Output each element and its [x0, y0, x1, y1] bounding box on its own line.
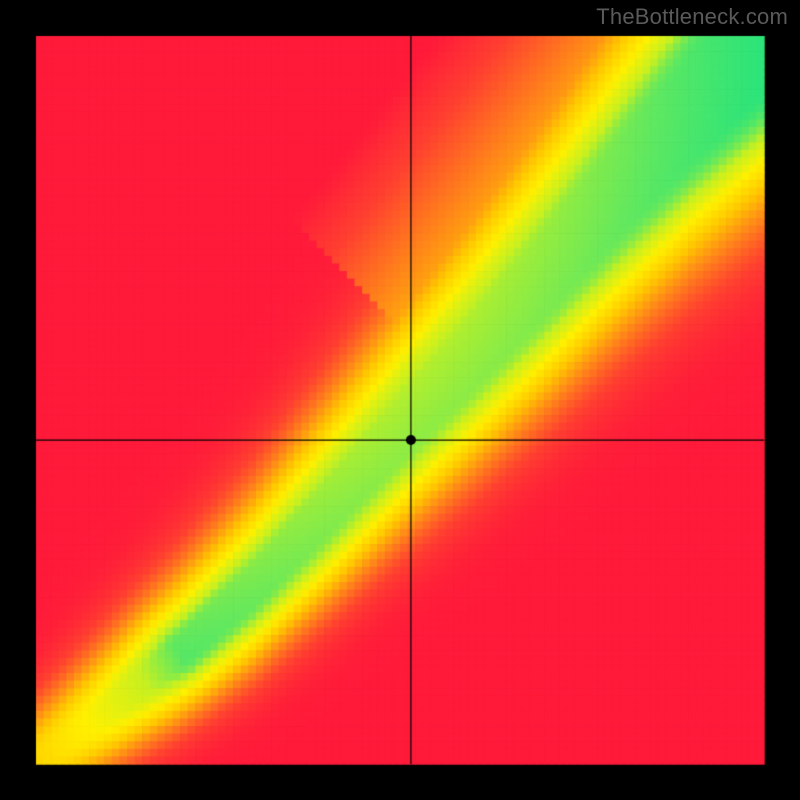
- bottleneck-heatmap: [0, 0, 800, 800]
- watermark-text: TheBottleneck.com: [596, 4, 788, 30]
- chart-root: TheBottleneck.com: [0, 0, 800, 800]
